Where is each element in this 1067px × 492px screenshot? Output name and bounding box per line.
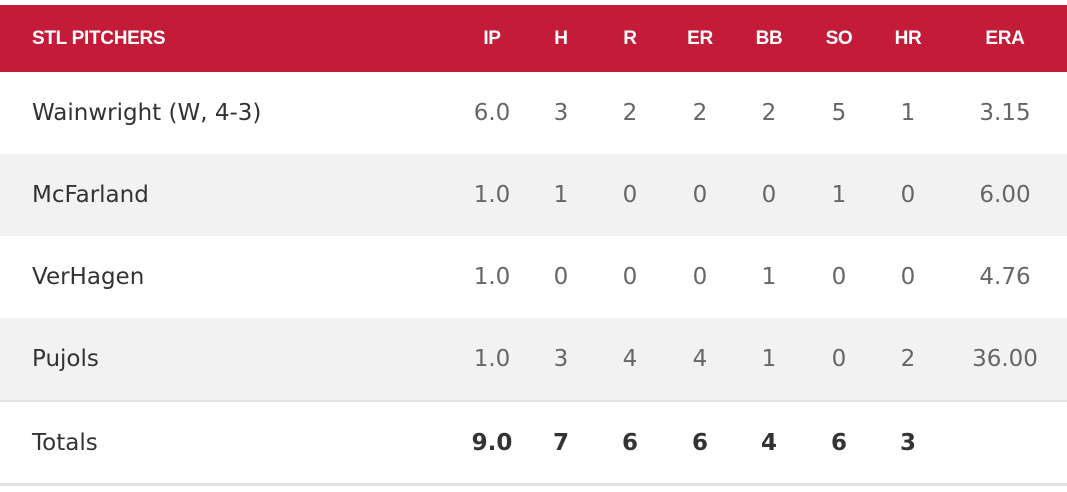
stat-cell: 1: [761, 346, 777, 372]
stat-cell: 2: [761, 100, 777, 126]
column-header: SO: [825, 27, 853, 49]
stat-cell: 4: [622, 346, 638, 372]
stat-cell: 0: [553, 264, 569, 290]
stat-cell: 1: [831, 182, 847, 208]
total-cell: 3: [899, 429, 916, 456]
stat-cell: 4.76: [979, 264, 1031, 290]
stat-cell: 0: [831, 346, 847, 372]
stat-cell: 0: [692, 264, 708, 290]
total-cell: 7: [552, 429, 569, 456]
stat-cell: 0: [831, 264, 847, 290]
stat-cell: 1: [900, 100, 916, 126]
pitcher-row: Wainwright (W, 4-3) 6.0 3 2 2 2 5 1 3.15: [0, 72, 1067, 154]
stat-cell: 2: [900, 346, 916, 372]
pitcher-row: Pujols 1.0 3 4 4 1 0 2 36.00: [0, 318, 1067, 400]
stat-cell: 1.0: [473, 182, 511, 208]
column-header: ER: [687, 27, 713, 49]
header-row: STL PITCHERS IP H R ER BB SO HR ERA: [0, 5, 1067, 72]
stat-cell: 0: [622, 182, 638, 208]
stat-cell: 0: [900, 264, 916, 290]
stat-cell: 2: [692, 100, 708, 126]
pitcher-name: Pujols: [32, 346, 99, 372]
column-header: STL PITCHERS: [32, 27, 166, 49]
column-header: ERA: [985, 27, 1025, 49]
stat-cell: 36.00: [972, 346, 1038, 372]
stat-cell: 2: [622, 100, 638, 126]
pitcher-name: Wainwright (W, 4-3): [32, 100, 262, 126]
pitcher-name: VerHagen: [32, 264, 145, 290]
column-header: H: [554, 27, 568, 49]
totals-label: Totals: [32, 429, 98, 456]
total-cell: 6: [621, 429, 638, 456]
stat-cell: 0: [761, 182, 777, 208]
total-cell: 9.0: [471, 429, 513, 456]
pitcher-row: VerHagen 1.0 0 0 0 1 0 0 4.76: [0, 236, 1067, 318]
stat-cell: 0: [900, 182, 916, 208]
total-cell: 4: [760, 429, 777, 456]
stat-cell: 1: [553, 182, 569, 208]
stat-cell: 5: [831, 100, 847, 126]
column-header: HR: [894, 27, 922, 49]
stat-cell: 3.15: [979, 100, 1031, 126]
stat-cell: 1: [761, 264, 777, 290]
total-cell: 6: [691, 429, 708, 456]
stat-cell: 6.00: [979, 182, 1031, 208]
stat-cell: 1.0: [473, 264, 511, 290]
stat-cell: 0: [622, 264, 638, 290]
stat-cell: 3: [553, 346, 569, 372]
stat-cell: 1.0: [473, 346, 511, 372]
total-cell: 6: [830, 429, 847, 456]
totals-row: Totals 9.0 7 6 6 4 6 3: [0, 400, 1067, 486]
stat-cell: 4: [692, 346, 708, 372]
column-header: BB: [755, 27, 783, 49]
stat-cell: 3: [553, 100, 569, 126]
column-header: R: [623, 27, 637, 49]
column-header: IP: [483, 27, 501, 49]
pitcher-row: McFarland 1.0 1 0 0 0 1 0 6.00: [0, 154, 1067, 236]
stat-cell: 0: [692, 182, 708, 208]
stat-cell: 6.0: [473, 100, 511, 126]
pitcher-name: McFarland: [32, 182, 149, 208]
